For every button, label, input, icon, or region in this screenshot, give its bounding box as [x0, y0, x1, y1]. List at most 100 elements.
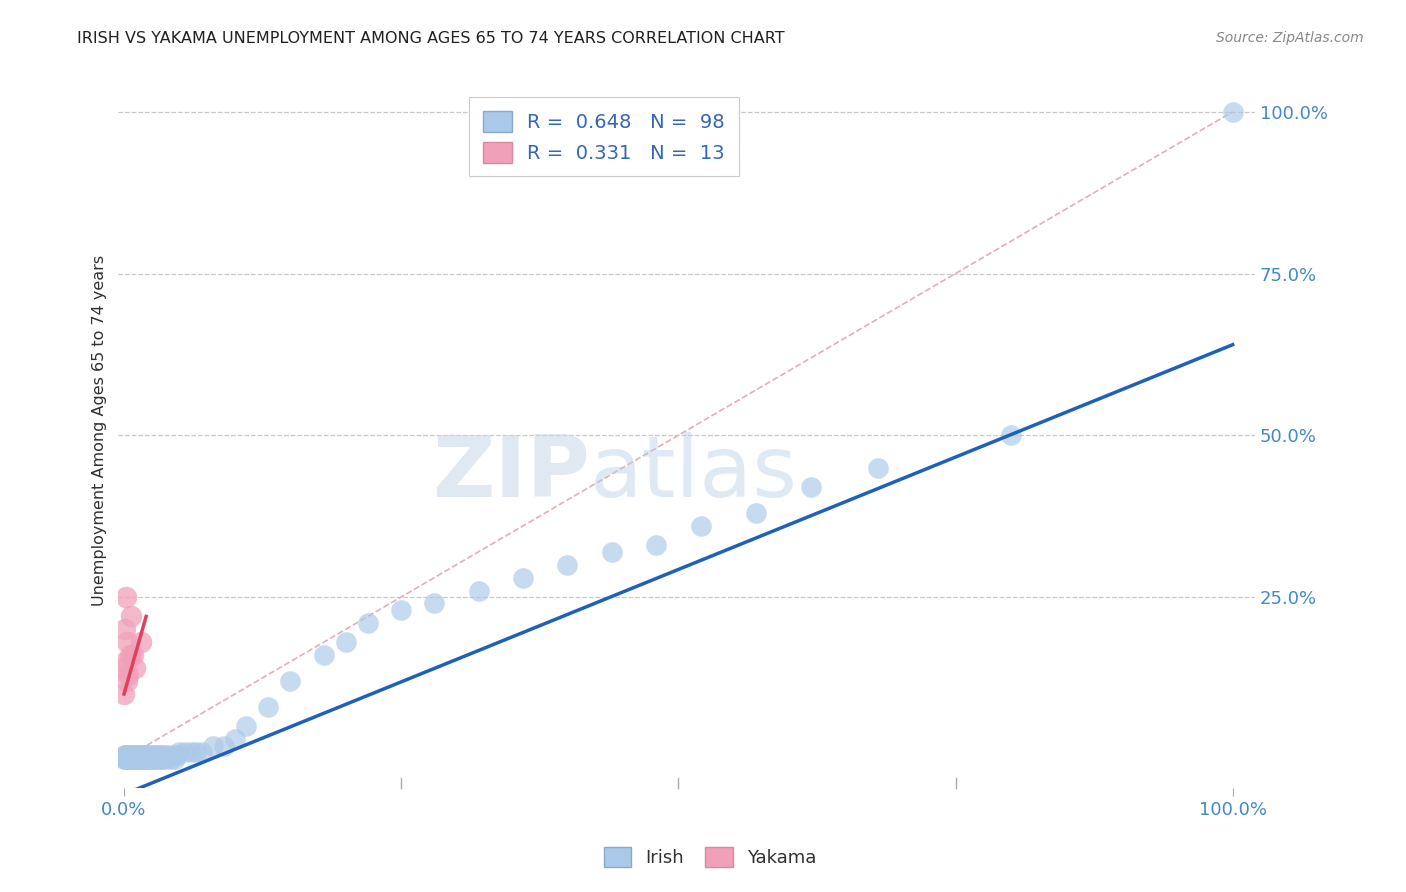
Point [121, 748, 143, 763]
Point [179, 745, 201, 759]
Point [129, 635, 152, 649]
Point [166, 748, 188, 763]
Point [125, 748, 148, 763]
Point [135, 752, 157, 766]
Point [423, 597, 446, 611]
Point [557, 558, 579, 572]
Point [138, 748, 160, 763]
Point [117, 752, 139, 766]
Point [153, 748, 176, 763]
Text: IRISH VS YAKAMA UNEMPLOYMENT AMONG AGES 65 TO 74 YEARS CORRELATION CHART: IRISH VS YAKAMA UNEMPLOYMENT AMONG AGES … [77, 31, 785, 46]
Point [235, 719, 257, 733]
Point [800, 480, 823, 494]
Point [745, 506, 768, 520]
Point [145, 752, 167, 766]
Point [112, 748, 135, 763]
Point [117, 635, 139, 649]
Point [117, 752, 139, 766]
Text: Source: ZipAtlas.com: Source: ZipAtlas.com [1216, 31, 1364, 45]
Point [124, 752, 146, 766]
Point [128, 752, 150, 766]
Point [389, 603, 412, 617]
Point [122, 752, 145, 766]
Point [115, 748, 138, 763]
Point [132, 752, 155, 766]
Point [148, 748, 170, 763]
Legend: Irish, Yakama: Irish, Yakama [596, 839, 824, 874]
Point [117, 748, 139, 763]
Point [162, 748, 184, 763]
Point [124, 748, 146, 763]
Point [163, 752, 186, 766]
Point [114, 623, 136, 637]
Point [120, 752, 142, 766]
Point [201, 739, 224, 753]
Point [121, 752, 143, 766]
Point [149, 752, 172, 766]
Point [117, 674, 139, 689]
Point [127, 748, 149, 763]
Point [689, 518, 711, 533]
Point [141, 752, 163, 766]
Point [512, 571, 534, 585]
Point [142, 748, 165, 763]
Point [118, 748, 141, 763]
Point [120, 752, 142, 766]
Point [148, 752, 170, 766]
Point [125, 752, 148, 766]
Point [312, 648, 335, 663]
Point [115, 590, 138, 604]
Point [159, 752, 181, 766]
Point [132, 752, 155, 766]
Point [117, 752, 139, 766]
Point [157, 748, 180, 763]
Point [112, 687, 135, 701]
Point [335, 635, 357, 649]
Point [143, 748, 166, 763]
Point [121, 748, 143, 763]
Point [114, 748, 136, 763]
Point [118, 752, 141, 766]
Text: atlas: atlas [591, 432, 799, 515]
Point [134, 748, 156, 763]
Text: ZIP: ZIP [432, 432, 591, 515]
Point [645, 538, 668, 552]
Point [127, 752, 149, 766]
Point [136, 752, 159, 766]
Point [115, 752, 138, 766]
Point [600, 544, 623, 558]
Point [117, 667, 139, 681]
Point [131, 748, 153, 763]
Point [357, 615, 380, 630]
Point [468, 583, 491, 598]
Point [224, 732, 246, 747]
Point [131, 752, 153, 766]
Point [135, 748, 157, 763]
Point [121, 752, 143, 766]
Point [1000, 428, 1022, 442]
Point [212, 739, 235, 753]
Point [117, 748, 139, 763]
Point [866, 460, 889, 475]
Point [112, 661, 135, 675]
Point [169, 745, 191, 759]
Point [142, 752, 165, 766]
Point [146, 748, 169, 763]
Point [129, 752, 152, 766]
Point [121, 752, 143, 766]
Point [124, 752, 146, 766]
Point [150, 748, 173, 763]
Point [118, 752, 141, 766]
Point [134, 752, 156, 766]
Point [112, 752, 135, 766]
Point [174, 745, 197, 759]
Point [115, 752, 138, 766]
Point [124, 661, 146, 675]
Point [190, 745, 212, 759]
Point [278, 674, 301, 689]
Point [128, 748, 150, 763]
Point [127, 748, 149, 763]
Point [152, 752, 174, 766]
Point [139, 748, 162, 763]
Point [117, 752, 139, 766]
